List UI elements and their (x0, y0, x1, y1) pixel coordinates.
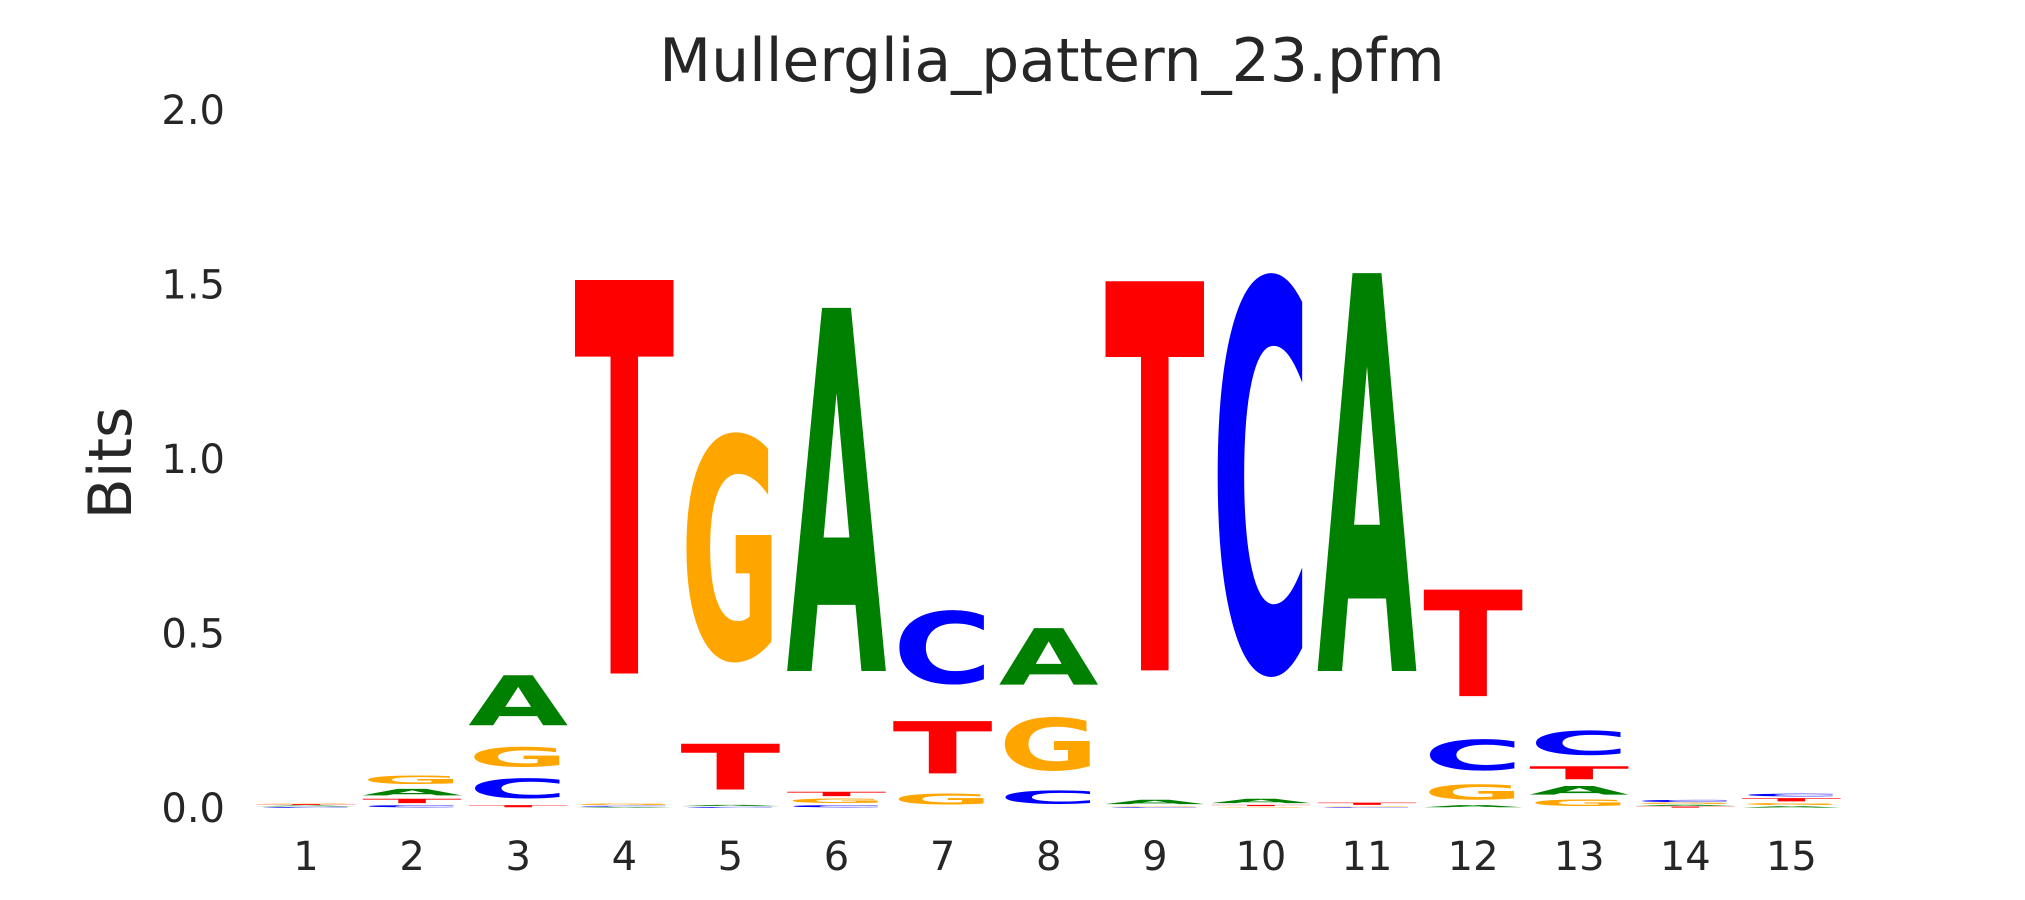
y-tick-label: 0.5 (161, 612, 225, 658)
x-tick-label: 4 (612, 834, 637, 880)
logo-letter-a: A (1317, 165, 1418, 801)
logo-letter-g: G (1741, 802, 1841, 805)
x-tick-label: 10 (1235, 834, 1286, 880)
logo-letter-c: C (893, 593, 993, 707)
logo-letter-g: G (787, 798, 887, 805)
logo-letter-c: C (362, 805, 462, 808)
logo-letter-c: C (1423, 731, 1523, 780)
logo-letter-a: A (1529, 784, 1629, 798)
logo-letter-t: T (1741, 797, 1841, 802)
logo-letter-t: T (1211, 805, 1311, 807)
logo-letter-g: G (893, 791, 993, 808)
logo-letter-g: G (680, 376, 780, 730)
logo-letter-a: A (1635, 805, 1735, 807)
logo-letter-t: T (468, 805, 568, 808)
logo-letter-c: C (256, 807, 356, 808)
logo-letter-a: A (1423, 805, 1523, 808)
x-tick-label: 5 (718, 834, 743, 880)
logo-letter-g: G (1317, 806, 1417, 807)
logo-letter-t: T (1529, 763, 1629, 784)
logo-letter-c: C (680, 807, 780, 808)
logo-letter-g: G (1423, 780, 1523, 804)
x-tick-label: 2 (399, 834, 424, 880)
y-tick-label: 1.0 (161, 437, 225, 483)
logo-letter-c: C (1635, 799, 1735, 802)
logo-letter-c: C (1741, 793, 1841, 797)
x-tick-label: 7 (930, 834, 955, 880)
logo-letter-t: T (1105, 177, 1206, 798)
logo-letter-t: T (574, 174, 675, 802)
x-tick-label: 14 (1660, 834, 1711, 880)
logo-letter-g: G (1105, 806, 1205, 807)
logo-letter-g: G (256, 802, 356, 803)
logo-letter-a: A (256, 805, 356, 806)
chart-title: Mullerglia_pattern_23.pfm (659, 26, 1444, 96)
logo-letter-c: C (787, 805, 887, 808)
x-tick-label: 8 (1036, 834, 1061, 880)
logo-letter-a: A (680, 805, 780, 807)
x-tick-label: 3 (505, 834, 530, 880)
x-tick-label: 11 (1342, 834, 1393, 880)
logo-letter-g: G (574, 803, 674, 805)
x-tick-label: 12 (1448, 834, 1499, 880)
logo-letter-c: C (1105, 807, 1205, 808)
logo-letter-t: T (893, 708, 993, 791)
x-axis-ticks: 1 2 3 4 5 6 7 8 9 10 11 12 13 14 15 (293, 834, 1817, 880)
y-tick-label: 2.0 (161, 88, 225, 134)
y-axis-label: Bits (76, 407, 146, 520)
logo-letter-a: A (1211, 798, 1311, 805)
x-tick-label: 15 (1766, 834, 1817, 880)
logo-letter-c: C (999, 787, 1099, 808)
logo-letter-a: A (574, 807, 674, 808)
logo-letter-c: C (1211, 173, 1311, 795)
logo-letter-a: A (999, 613, 1099, 703)
logo-letter-a: A (787, 208, 888, 788)
logo-letter-c: C (468, 773, 568, 804)
y-axis-ticks: 0.0 0.5 1.0 1.5 2.0 (161, 88, 225, 832)
logo-letter-c: C (574, 806, 674, 807)
logo-letter-t: T (787, 791, 887, 798)
logo-letters: CATGCTAGTCGAACGTCATGCGTAGTCCGACGATGTACCG… (256, 165, 1842, 808)
y-tick-label: 1.5 (161, 263, 225, 309)
logo-letter-g: G (999, 703, 1099, 787)
logo-letter-g: G (362, 773, 462, 787)
logo-letter-t: T (1423, 560, 1523, 731)
logo-letter-g: G (468, 742, 568, 773)
logo-letter-t: T (1635, 806, 1735, 808)
x-tick-label: 13 (1554, 834, 1605, 880)
logo-letter-c: C (1529, 725, 1629, 763)
logo-letter-c: C (1317, 807, 1417, 808)
logo-letter-a: A (362, 787, 462, 797)
logo-letter-a: A (1741, 806, 1841, 808)
logo-letter-t: T (362, 798, 462, 805)
y-tick-label: 0.0 (161, 786, 225, 832)
x-tick-label: 1 (293, 834, 318, 880)
logo-letter-t: T (1317, 802, 1417, 805)
logo-letter-t: T (256, 804, 356, 805)
logo-letter-a: A (468, 662, 568, 742)
logo-letter-a: A (1105, 799, 1205, 806)
x-tick-label: 9 (1142, 834, 1167, 880)
logo-letter-g: G (1635, 803, 1735, 805)
x-tick-label: 6 (824, 834, 849, 880)
logo-letter-g: G (1211, 807, 1311, 808)
logo-letter-t: T (680, 731, 780, 804)
logo-letter-g: G (1529, 798, 1629, 808)
